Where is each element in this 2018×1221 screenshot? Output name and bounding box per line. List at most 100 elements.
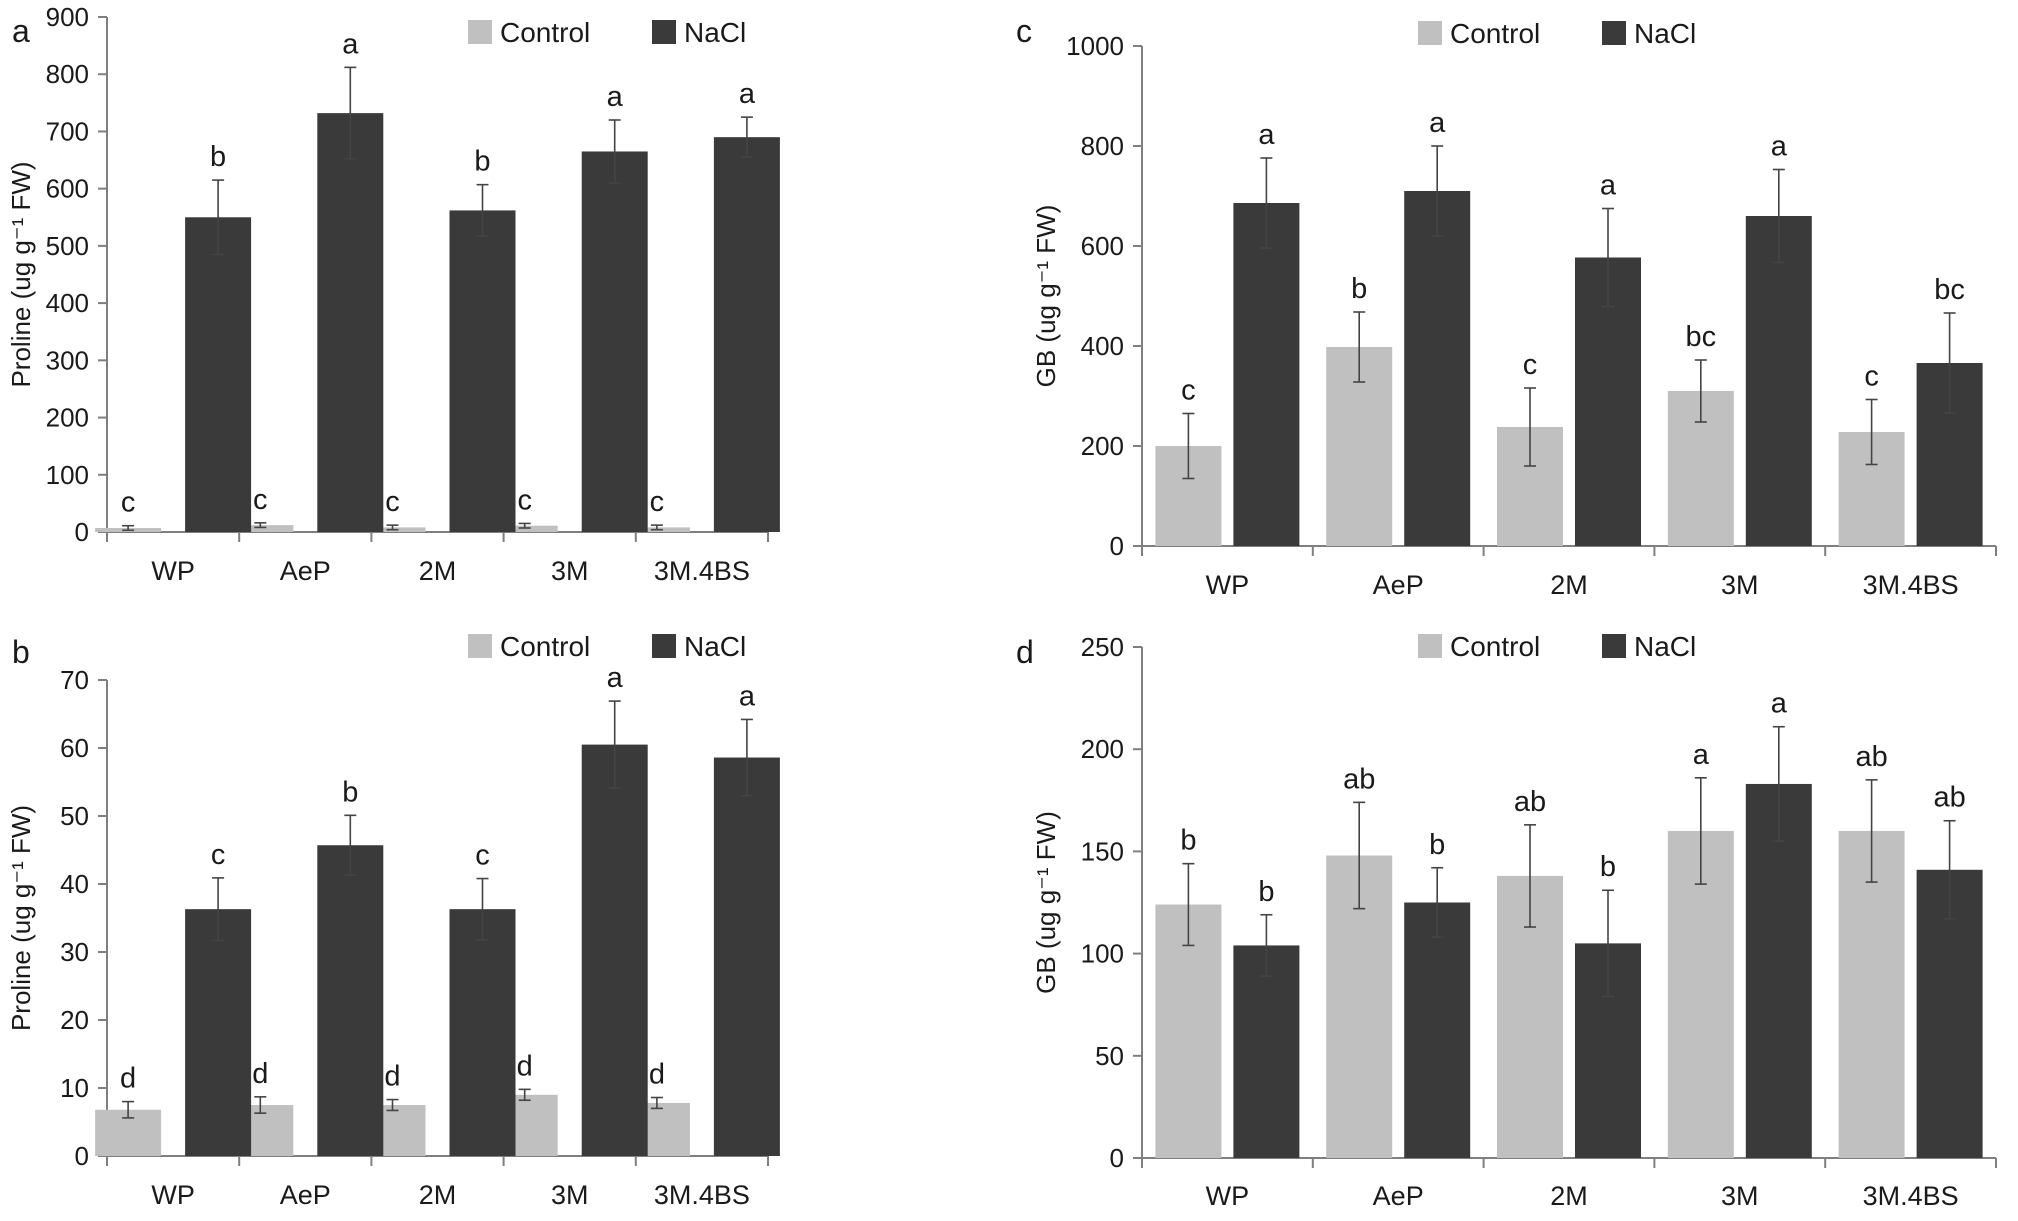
significance-letter: d bbox=[120, 1063, 136, 1095]
significance-letter: a bbox=[1771, 688, 1788, 720]
bar-nacl bbox=[317, 113, 384, 532]
significance-letter: c bbox=[1523, 349, 1538, 381]
y-tick-label: 900 bbox=[46, 2, 89, 32]
legend-swatch-control bbox=[468, 20, 492, 44]
significance-letter: b bbox=[1429, 829, 1445, 861]
x-tick-label: 3M bbox=[1721, 1181, 1759, 1211]
significance-letter: d bbox=[384, 1061, 400, 1093]
y-tick-label: 500 bbox=[46, 231, 89, 261]
legend-label: NaCl bbox=[684, 17, 746, 48]
x-tick-label: WP bbox=[151, 1180, 195, 1210]
y-tick-label: 0 bbox=[1110, 531, 1124, 561]
legend-swatch-nacl bbox=[1602, 21, 1626, 45]
bar-nacl bbox=[581, 744, 648, 1156]
x-tick-label: 3M.4BS bbox=[1863, 570, 1959, 600]
significance-letter: c bbox=[1864, 361, 1879, 393]
legend-swatch-nacl bbox=[652, 634, 676, 658]
significance-letter: bc bbox=[1934, 274, 1965, 306]
x-tick-label: 2M bbox=[1550, 1181, 1588, 1211]
y-tick-label: 70 bbox=[60, 665, 89, 695]
y-tick-label: 50 bbox=[60, 801, 89, 831]
legend-label: NaCl bbox=[684, 631, 746, 662]
bar-nacl bbox=[1404, 902, 1471, 1158]
bar-nacl bbox=[581, 151, 648, 532]
x-tick-label: 3M.4BS bbox=[654, 556, 750, 586]
y-tick-label: 100 bbox=[46, 460, 89, 490]
chart-panel-c: c 0 200 400 600 800 1000 WP AeP 2M 3M 3M.4BS GB (ug … bbox=[1016, 13, 1997, 600]
bar-nacl bbox=[1745, 216, 1812, 546]
x-tick-label: 3M bbox=[551, 556, 589, 586]
x-tick-label: AeP bbox=[1373, 570, 1424, 600]
y-tick-label: 150 bbox=[1081, 836, 1124, 866]
y-tick-label: 10 bbox=[60, 1073, 89, 1103]
significance-letter: b bbox=[342, 776, 358, 808]
y-tick-label: 60 bbox=[60, 733, 89, 763]
significance-letter: d bbox=[649, 1059, 665, 1091]
y-tick-label: 200 bbox=[46, 403, 89, 433]
y-axis-title: Proline (ug g⁻¹ FW) bbox=[6, 161, 36, 387]
legend-label: NaCl bbox=[1634, 18, 1696, 49]
x-tick-label: AeP bbox=[1373, 1181, 1424, 1211]
bar-nacl bbox=[185, 909, 252, 1156]
significance-letter: a bbox=[607, 662, 624, 694]
significance-letter: ab bbox=[1933, 782, 1965, 814]
x-tick-label: 3M bbox=[1721, 570, 1759, 600]
significance-letter: a bbox=[739, 680, 756, 712]
legend-label: NaCl bbox=[1634, 631, 1696, 662]
y-tick-label: 200 bbox=[1081, 431, 1124, 461]
x-tick-label: WP bbox=[1206, 1181, 1250, 1211]
bar-control bbox=[491, 525, 558, 532]
bar-nacl bbox=[713, 757, 780, 1156]
x-tick-label: 3M.4BS bbox=[654, 1180, 750, 1210]
legend-label: Control bbox=[500, 17, 590, 48]
y-tick-label: 1000 bbox=[1066, 31, 1124, 61]
significance-letter: ab bbox=[1514, 786, 1546, 818]
bar-nacl bbox=[317, 845, 384, 1156]
significance-letter: a bbox=[1429, 107, 1446, 139]
significance-letter: d bbox=[252, 1058, 268, 1090]
chart-panel-a: a 0 100 200 300 400 500 600 700 800 900 WP AeP 2M 3M 3M… bbox=[6, 2, 780, 586]
legend-swatch-nacl bbox=[1602, 634, 1626, 658]
significance-letter: a bbox=[1771, 131, 1788, 163]
x-tick-label: AeP bbox=[280, 556, 331, 586]
bar-nacl bbox=[449, 210, 516, 532]
bar-nacl bbox=[1745, 783, 1812, 1158]
y-tick-label: 100 bbox=[1081, 939, 1124, 969]
significance-letter: c bbox=[121, 487, 136, 519]
significance-letter: c bbox=[253, 484, 268, 516]
y-tick-label: 800 bbox=[1081, 131, 1124, 161]
significance-letter: c bbox=[517, 484, 532, 516]
significance-letter: b bbox=[1351, 273, 1367, 305]
significance-letter: a bbox=[1258, 119, 1275, 151]
y-tick-label: 0 bbox=[1110, 1143, 1124, 1173]
x-tick-label: 2M bbox=[419, 1180, 457, 1210]
legend-label: Control bbox=[1450, 631, 1540, 662]
x-tick-label: 3M bbox=[551, 1180, 589, 1210]
y-tick-label: 250 bbox=[1081, 632, 1124, 662]
significance-letter: c bbox=[650, 486, 665, 518]
bar-control bbox=[1155, 904, 1222, 1158]
y-axis-title: GB (ug g⁻¹ FW) bbox=[1031, 205, 1061, 388]
significance-letter: b bbox=[1600, 851, 1616, 883]
significance-letter: a bbox=[739, 78, 756, 110]
y-tick-label: 800 bbox=[46, 59, 89, 89]
x-tick-label: 2M bbox=[1550, 570, 1588, 600]
x-tick-label: 2M bbox=[419, 556, 457, 586]
y-tick-label: 400 bbox=[46, 288, 89, 318]
legend-swatch-control bbox=[468, 634, 492, 658]
y-tick-label: 600 bbox=[1081, 231, 1124, 261]
bar-nacl bbox=[713, 137, 780, 532]
bar-nacl bbox=[449, 909, 516, 1156]
significance-letter: d bbox=[517, 1050, 533, 1082]
significance-letter: ab bbox=[1855, 741, 1887, 773]
panel-label: d bbox=[1016, 634, 1034, 670]
chart-panel-b: b 0 10 20 30 40 50 60 70 WP AeP 2M 3M 3M.4BS Proline (… bbox=[6, 631, 780, 1210]
significance-letter: b bbox=[210, 141, 226, 173]
legend-label: Control bbox=[500, 631, 590, 662]
bar-nacl bbox=[1233, 945, 1300, 1158]
panel-label: b bbox=[12, 634, 30, 670]
significance-letter: a bbox=[1693, 739, 1710, 771]
legend-swatch-control bbox=[1418, 634, 1442, 658]
